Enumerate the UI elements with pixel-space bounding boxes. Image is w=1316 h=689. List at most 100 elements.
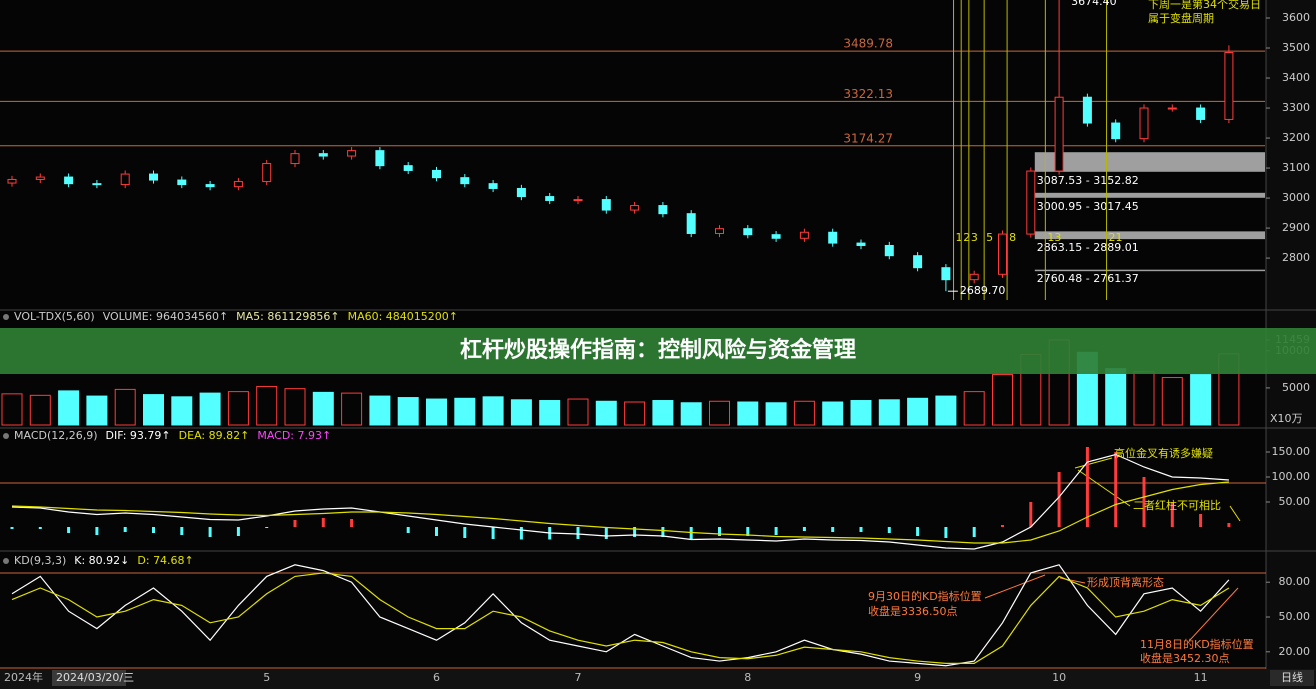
volume-bar — [369, 395, 391, 426]
gap-label: 3000.95 - 3017.45 — [1037, 200, 1139, 213]
volume-bar — [680, 402, 702, 426]
candle-body — [884, 244, 894, 257]
volume-unit: X10万 — [1270, 412, 1303, 425]
candle-body — [715, 228, 724, 234]
candle-body — [516, 187, 526, 198]
note: 属于变盘周期 — [1148, 11, 1214, 25]
gap-band — [1034, 231, 1265, 240]
y-tick-label: 2900 — [1282, 221, 1310, 234]
header-text: MACD: 7.93↑ — [257, 429, 331, 442]
cursor-date-box — [52, 670, 126, 686]
candle-body — [913, 255, 923, 269]
price-level-label: 3322.13 — [843, 87, 893, 101]
candle-body — [92, 183, 102, 186]
volume-bar — [1161, 377, 1183, 426]
y-tick-label: 5000 — [1282, 381, 1310, 394]
header-text: MA60: 484015200↑ — [348, 310, 458, 323]
x-tick-label: 10 — [1052, 671, 1066, 684]
volume-bar — [907, 397, 929, 426]
line-series — [11, 453, 1229, 550]
volume-bar — [227, 391, 249, 426]
candle-body — [233, 181, 243, 188]
header-text: KD(9,3,3) — [14, 554, 66, 567]
x-tick-label: 7 — [575, 671, 582, 684]
candle-body — [488, 183, 498, 189]
x-tick-label: 9 — [914, 671, 921, 684]
period: 日线 — [1281, 670, 1303, 684]
candle-body — [35, 176, 45, 180]
volume-bar — [963, 391, 985, 426]
note: 9月30日的KD指标位置 — [868, 589, 982, 603]
volume-bar — [624, 401, 646, 426]
candle-body — [262, 163, 272, 183]
fib-label: 3 — [971, 231, 978, 244]
volume-bar — [878, 399, 900, 426]
candle-body — [1224, 52, 1234, 120]
candle-body — [1082, 96, 1092, 124]
volume-bar — [1105, 368, 1127, 426]
fib-label: 13 — [1047, 231, 1061, 244]
note: 高位金叉有诱多嫌疑 — [1114, 446, 1213, 460]
volume-bar — [143, 394, 164, 426]
fib-label: 21 — [1109, 231, 1123, 244]
candle-body — [7, 178, 17, 184]
cursor-date: 2024/03/20/三 — [56, 671, 134, 684]
volume-bar — [850, 400, 872, 426]
candle-body — [941, 267, 951, 281]
header-dot — [3, 314, 9, 320]
x-tick-label: 2024年 — [4, 670, 43, 684]
x-axis-bg — [0, 669, 1316, 689]
peak-label: 3674.40 — [1071, 0, 1117, 8]
note: 下周一是第34个交易日 — [1148, 0, 1261, 11]
volume-bar — [539, 400, 561, 426]
note: 形成顶背离形态 — [1087, 575, 1164, 589]
candle-body — [403, 165, 413, 171]
gap-label: 3087.53 - 3152.82 — [1037, 174, 1139, 187]
banner-title: 杠杆炒股操作指南：控制风险与资金管理 — [460, 337, 856, 363]
volume-bar — [765, 402, 787, 426]
volume-bar — [58, 390, 80, 426]
volume-bar — [284, 388, 306, 426]
candle-body — [460, 177, 470, 185]
volume-bar — [822, 401, 844, 426]
candle-body — [1139, 107, 1149, 140]
header-text: MA5: 861129856↑ — [236, 310, 339, 323]
volume-bar — [567, 398, 589, 426]
volume-bar — [256, 385, 278, 426]
arrow — [984, 574, 1046, 599]
volume-bar — [86, 395, 108, 426]
x-axis-bar: 2024/03/20/三 日线 — [0, 669, 1316, 689]
volume-bar — [29, 394, 51, 426]
candle-body — [686, 213, 696, 234]
candle-body — [799, 231, 809, 239]
candle-body — [432, 169, 441, 179]
volume-bar — [397, 397, 419, 426]
note: 二者红柱不可相比 — [1133, 498, 1221, 512]
header-text: DIF: 93.79↑ — [106, 429, 171, 442]
y-tick-label: 3200 — [1282, 131, 1310, 144]
candle-body — [828, 231, 838, 244]
candle-body — [573, 199, 583, 202]
x-tick-label: 5 — [263, 671, 270, 684]
candle-body — [1111, 122, 1121, 140]
volume-bar — [992, 374, 1013, 426]
gap-band — [1034, 269, 1265, 272]
candle-body — [149, 173, 158, 181]
volume-bar — [595, 400, 617, 426]
volume-bar — [935, 395, 957, 426]
banner: 杠杆炒股操作指南：控制风险与资金管理 — [0, 328, 1316, 374]
y-tick-label: 20.00 — [1279, 645, 1311, 658]
y-tick-label: 3600 — [1282, 11, 1310, 24]
volume-bar — [426, 398, 447, 426]
gap-band — [1034, 192, 1265, 198]
arrow — [1229, 505, 1241, 522]
arrow — [1189, 587, 1239, 641]
gap-label: 2863.15 - 2889.01 — [1037, 241, 1139, 254]
header-text: DEA: 89.82↑ — [179, 429, 250, 442]
note: 收盘是3452.30点 — [1140, 651, 1230, 665]
y-tick-label: 150.00 — [1272, 445, 1311, 458]
gap-label: 2760.48 - 2761.37 — [1037, 272, 1139, 285]
x-tick-label: 11 — [1194, 671, 1208, 684]
